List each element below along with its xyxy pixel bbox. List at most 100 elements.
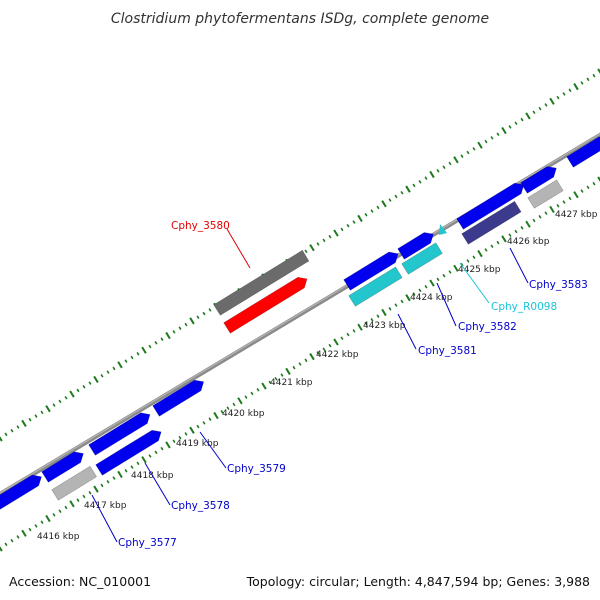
scale-tick	[514, 121, 518, 126]
scale-tick	[106, 479, 110, 484]
scale-tick	[154, 450, 158, 455]
scale-tick	[436, 277, 440, 282]
scale-tick	[442, 165, 446, 169]
callout-line	[436, 282, 457, 327]
scale-tick	[136, 461, 140, 466]
scale-tick	[237, 397, 243, 405]
scale-tick	[322, 347, 326, 352]
kbp-label: 4416 kbp	[37, 532, 80, 542]
scale-tick	[34, 524, 38, 528]
scale-tick	[538, 106, 542, 111]
scale-tick	[501, 126, 507, 135]
scale-tick	[580, 81, 584, 85]
scale-tick	[28, 417, 32, 422]
callout-line	[226, 228, 251, 269]
scale-tick	[220, 410, 224, 414]
scale-tick	[165, 441, 171, 449]
scale-tick	[93, 485, 99, 493]
scale-tick	[418, 180, 422, 184]
scale-tick	[21, 419, 27, 427]
scale-tick	[58, 509, 62, 513]
scale-tick	[93, 375, 99, 384]
scale-tick	[178, 326, 182, 330]
cds-blue	[152, 379, 205, 417]
scale-tick	[453, 264, 459, 272]
scale-tick	[154, 341, 158, 345]
scale-tick	[0, 436, 3, 442]
kbp-label: 4425 kbp	[458, 265, 501, 275]
scale-tick	[400, 299, 404, 304]
scale-tick	[304, 358, 308, 363]
gene-label: Cphy_3579	[227, 463, 286, 475]
kbp-label: 4422 kbp	[316, 350, 359, 360]
scale-tick	[226, 406, 230, 410]
scale-tick	[274, 376, 278, 381]
scale-tick	[520, 117, 524, 122]
scale-tick	[352, 220, 356, 224]
cds-blue	[88, 412, 151, 456]
gene-callouts: Cphy_3580 Cphy_3583 Cphy_R0098 Cphy_3582 Cph…	[91, 220, 588, 549]
scale-tick	[45, 405, 51, 413]
kbp-label: 4421 kbp	[270, 378, 313, 388]
scale-tick	[549, 205, 555, 214]
scale-tick	[112, 366, 116, 371]
scale-tick	[76, 388, 80, 393]
scale-tick	[381, 308, 387, 317]
scale-tick	[250, 391, 254, 396]
scale-tick	[562, 200, 566, 204]
scale-tick	[370, 318, 374, 322]
cds-lightgray	[51, 465, 98, 501]
scale-tick	[292, 365, 296, 370]
scale-tick	[160, 337, 164, 341]
scale-tick	[549, 97, 555, 105]
scale-tick	[597, 68, 600, 74]
trna-marker	[439, 224, 447, 235]
scale-tick	[484, 139, 488, 144]
cds-blue	[566, 136, 600, 168]
gene-label: Cphy_3577	[118, 537, 177, 549]
scale-tick	[357, 214, 363, 222]
scale-tick	[520, 226, 524, 230]
scale-tick	[597, 176, 600, 182]
scale-tick	[525, 112, 531, 120]
scale-tick	[117, 470, 123, 478]
scale-tick	[189, 317, 195, 325]
kbp-label: 4419 kbp	[176, 439, 219, 449]
scale-tick	[592, 181, 596, 186]
scale-tick	[460, 154, 464, 158]
scale-tick	[442, 273, 446, 278]
scale-tick	[376, 205, 380, 210]
scale-tick	[76, 498, 80, 502]
scale-tick	[244, 395, 248, 399]
scale-tick	[141, 456, 147, 464]
scale-tick	[82, 494, 86, 499]
scale-tick	[556, 95, 560, 100]
scale-tick	[208, 308, 212, 312]
scale-tick	[556, 203, 560, 208]
scale-tick	[514, 229, 518, 234]
scale-tick	[196, 315, 200, 320]
scale-tick	[130, 355, 134, 360]
scale-tick	[460, 262, 464, 267]
callout-line	[144, 462, 171, 506]
scale-tick	[208, 417, 212, 421]
scale-tick	[285, 367, 291, 375]
scale-tick	[268, 380, 272, 385]
scale-tick	[592, 73, 596, 78]
cds-blue	[343, 251, 399, 291]
cds-blue	[397, 232, 434, 260]
scale-tick	[429, 170, 435, 179]
scale-tick	[261, 382, 267, 390]
scale-tick	[112, 476, 116, 480]
scale-tick	[316, 242, 320, 246]
scale-tick	[88, 491, 92, 495]
scale-tick	[573, 191, 579, 199]
scale-tick	[82, 384, 86, 389]
scale-tick	[160, 446, 164, 451]
scale-tick	[16, 535, 20, 539]
scale-tick	[472, 255, 476, 260]
scale-tick	[202, 311, 206, 316]
scale-tick	[165, 331, 171, 340]
scale-tick	[100, 483, 104, 488]
